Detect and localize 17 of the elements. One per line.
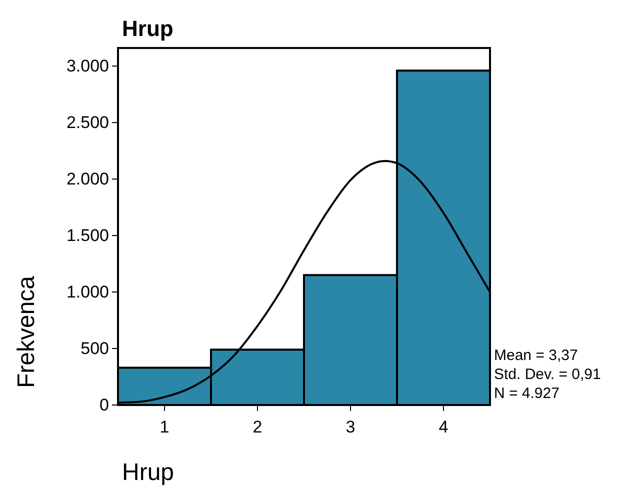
- chart-title: Hrup: [122, 16, 174, 41]
- y-tick-label: 0: [100, 395, 109, 414]
- x-tick-label: 3: [346, 418, 356, 437]
- x-tick-label: 2: [252, 418, 262, 437]
- x-tick-label: 4: [438, 418, 448, 437]
- y-axis-title: Frekvenca: [13, 275, 40, 388]
- y-tick-label: 2.500: [66, 113, 109, 132]
- y-tick-label: 1.000: [66, 282, 109, 302]
- y-tick-label: 2.000: [66, 169, 109, 188]
- y-tick-label: 3.000: [66, 56, 109, 76]
- x-axis-title: Hrup: [122, 459, 174, 486]
- y-tick-label: 1.500: [66, 226, 109, 245]
- y-tick-label: 500: [80, 338, 109, 358]
- text: N = 4.927: [494, 385, 560, 402]
- text: Mean = 3,37: [494, 347, 578, 364]
- text: Std. Dev. = 0,91: [494, 366, 601, 383]
- x-tick-label: 1: [160, 418, 170, 437]
